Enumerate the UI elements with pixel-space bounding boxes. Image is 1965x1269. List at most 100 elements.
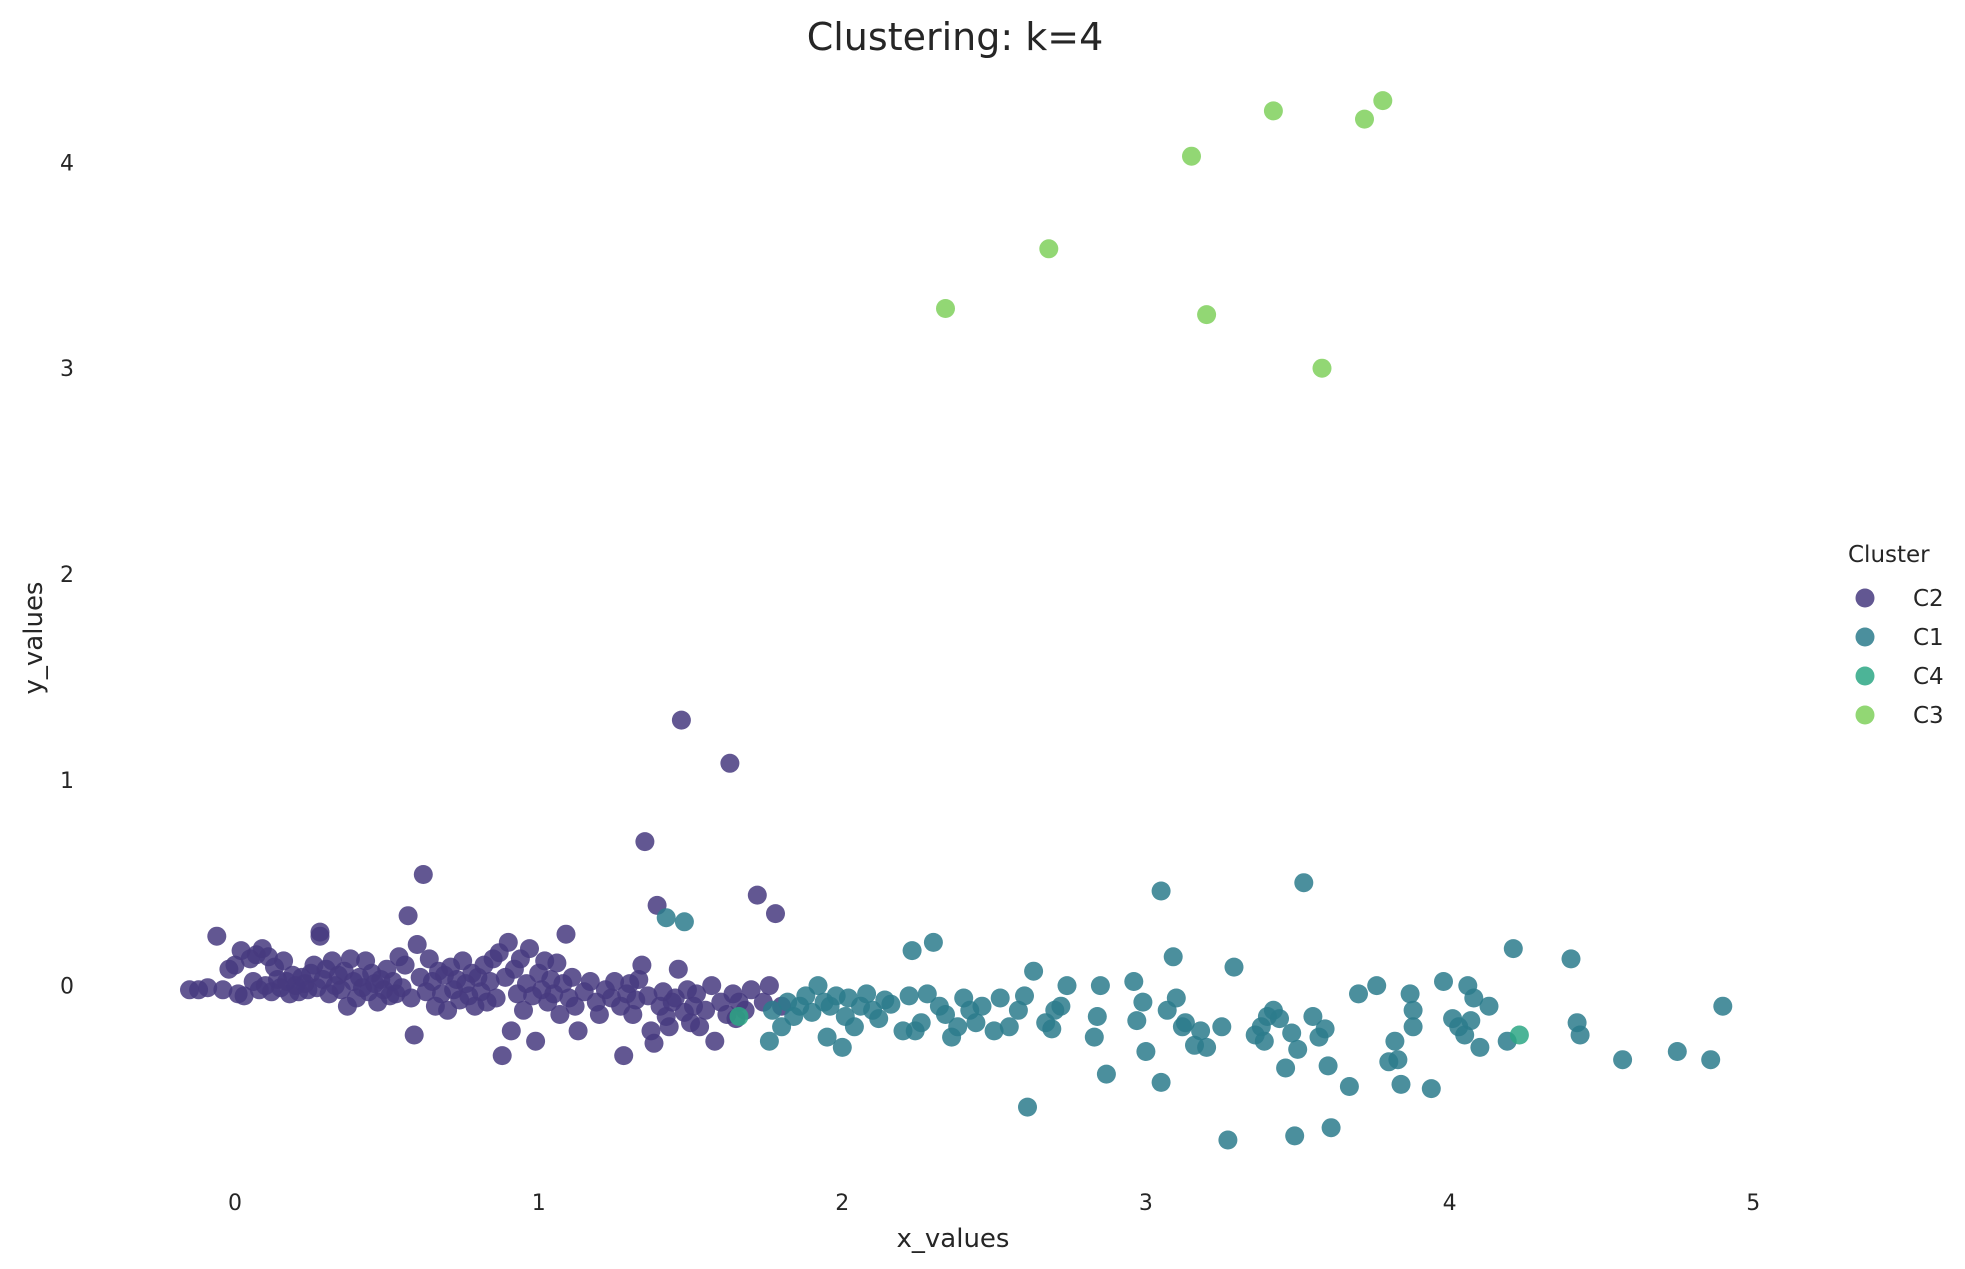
point-C1-107 [1470,1037,1490,1057]
point-C2-3 [207,926,227,946]
point-C2-126 [605,972,625,991]
point-C1-51 [1057,976,1077,996]
point-C2-64 [401,988,421,1008]
legend-label: C2 [1913,586,1944,612]
legend-entry-C4: C4 [1855,664,1944,690]
point-C2-90 [480,972,500,991]
point-C2-62 [395,955,415,975]
point-C1-59 [1136,1042,1156,1061]
point-C1-33 [936,1005,955,1024]
point-C2-66 [407,935,427,954]
point-C2-96 [498,932,518,952]
point-C1-83 [1294,873,1314,893]
point-C2-113 [550,1005,570,1024]
point-C1-39 [972,996,992,1016]
point-C1-71 [1218,1130,1238,1150]
point-C2-143 [659,1017,679,1037]
point-C2-4 [213,980,233,1000]
point-C2-154 [696,1000,716,1020]
point-C2-92 [486,988,506,1008]
y-axis-label: y_values [19,582,49,695]
y-tick-label: 4 [60,151,74,176]
point-C1-60 [1151,1072,1171,1092]
x-axis-label: x_values [897,1224,1010,1254]
point-C1-68 [1191,1021,1211,1041]
series-C4 [729,1007,1529,1045]
point-C2-119 [568,1021,588,1041]
point-C2-68 [413,865,433,884]
y-tick-label: 0 [60,975,74,1000]
point-C1-3 [762,1000,782,1020]
point-C1-100 [1434,972,1453,991]
point-C2-112 [547,953,567,973]
point-C1-103 [1455,1025,1475,1045]
point-C1-90 [1349,984,1368,1004]
point-C1-43 [1008,1000,1028,1020]
point-C1-96 [1400,984,1420,1004]
point-C2-134 [632,955,652,975]
point-C1-29 [911,1013,931,1033]
point-C1-117 [1713,996,1733,1016]
y-axis-ticks: 0 1 2 3 4 [60,151,74,999]
legend-entries: C2 C1 C4 C3 [1855,586,1944,729]
y-tick-label: 3 [60,357,74,382]
point-C1-58 [1133,992,1153,1012]
point-C1-20 [857,984,877,1004]
point-C1-52 [1084,1027,1104,1047]
point-C1-95 [1391,1074,1411,1094]
point-C1-10 [808,976,828,996]
point-C1-89 [1339,1077,1359,1096]
x-tick-label: 4 [1443,1191,1457,1216]
point-C1-63 [1163,947,1183,967]
legend-marker [1855,705,1875,725]
point-C1-87 [1318,1056,1338,1076]
point-C1-113 [1570,1025,1590,1045]
point-C2-156 [705,1031,725,1051]
point-C1-27 [902,941,922,961]
point-C2-131 [623,1005,643,1024]
point-C1-26 [899,986,919,1006]
point-C1-98 [1403,1000,1423,1020]
point-C1-12 [817,1027,837,1047]
point-C2-105 [526,1031,546,1051]
point-C2-34 [310,926,330,946]
points-layer [180,91,1733,1150]
point-C3-1 [1039,239,1059,259]
point-C2-21 [274,951,294,971]
point-C4-1 [1509,1025,1529,1045]
point-C1-115 [1667,1042,1687,1061]
point-C1-44 [1015,986,1034,1006]
point-C1-75 [1254,1031,1274,1051]
point-C1-66 [1175,1013,1195,1033]
point-C2-94 [492,1046,512,1066]
legend-marker [1855,627,1875,647]
point-C1-0 [656,908,676,928]
point-C2-133 [629,970,649,989]
point-C2-9 [234,986,254,1006]
series-C1 [656,873,1733,1150]
point-C3-3 [1197,305,1217,325]
point-C1-18 [844,1017,864,1037]
y-tick-label: 1 [60,769,74,794]
point-C1-69 [1197,1037,1217,1057]
point-C1-108 [1479,996,1499,1016]
point-C1-114 [1613,1050,1633,1070]
x-tick-label: 3 [1139,1191,1153,1216]
point-C1-94 [1388,1050,1408,1070]
point-C1-22 [869,1009,889,1029]
y-tick-label: 2 [60,563,74,588]
point-C2-159 [720,753,740,773]
point-C1-116 [1701,1050,1721,1070]
point-C1-93 [1385,1031,1405,1051]
point-C2-147 [671,710,691,730]
point-C1-111 [1561,949,1581,969]
point-C1-46 [1024,961,1044,981]
point-C1-80 [1282,1023,1302,1043]
point-C3-4 [1263,101,1283,121]
point-C2-123 [589,1005,609,1024]
point-C1-48 [1042,1019,1062,1039]
legend-marker [1855,588,1875,608]
point-C1-1 [674,912,694,932]
point-C1-105 [1461,1011,1481,1031]
